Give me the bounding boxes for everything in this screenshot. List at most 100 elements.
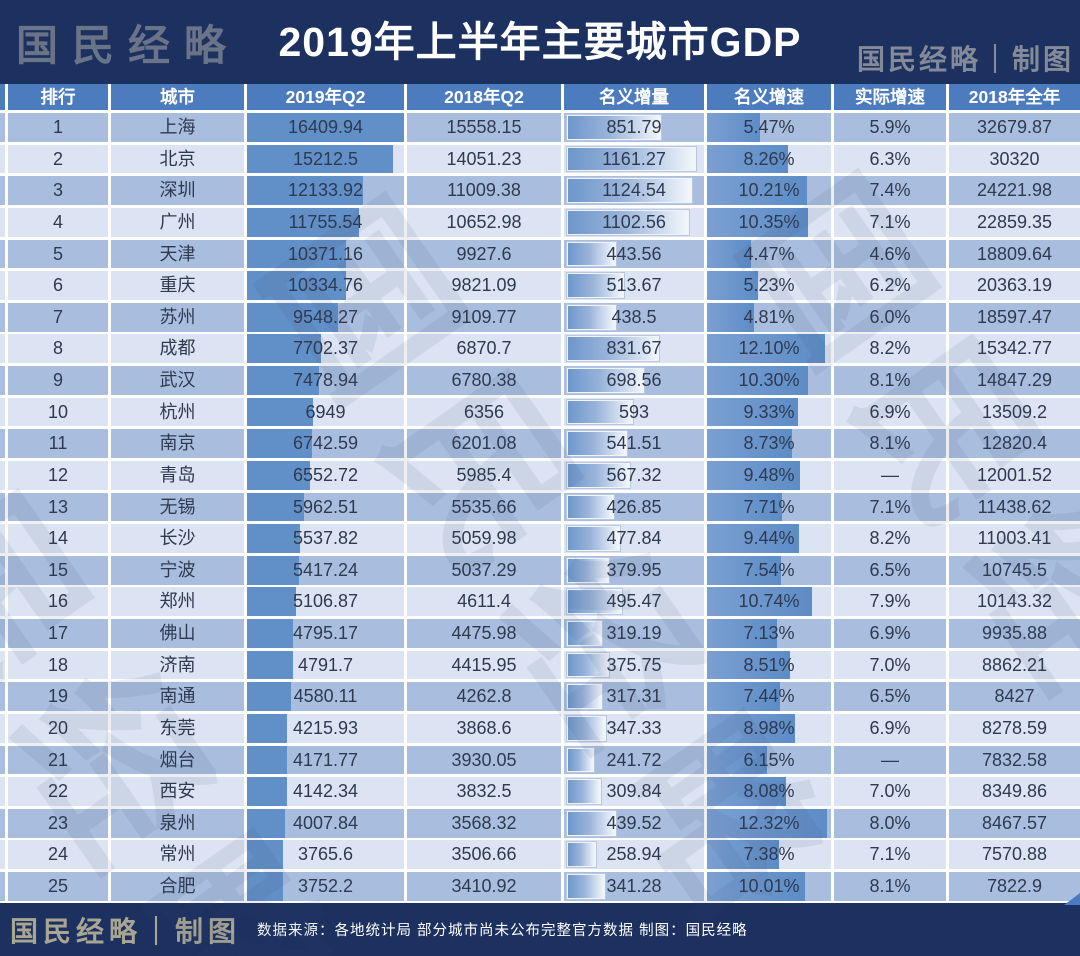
nominal-increase-cell: 1124.54 <box>564 176 704 206</box>
nominal-growth-bar <box>707 366 808 395</box>
gdp-2019q2-cell: 4215.93 <box>247 713 404 743</box>
nominal-growth-cell: 8.51% <box>707 650 831 680</box>
nominal-growth-bar <box>707 176 807 206</box>
gdp-2018q2-cell: 3868.6 <box>407 713 561 743</box>
nominal-growth-cell: 4.47% <box>707 239 831 269</box>
table-row: 19 南通 4580.11 4262.8 317.31 7.44% 6.5% 8… <box>0 682 1080 712</box>
nominal-increase-cell: 375.75 <box>564 650 704 680</box>
gdp-2018-full-cell: 18809.64 <box>949 239 1080 269</box>
nominal-increase-cell: 317.31 <box>564 682 704 712</box>
nominal-increase-bar <box>567 715 606 741</box>
rank-cell: 11 <box>8 429 108 459</box>
row-edge <box>0 366 5 395</box>
col-header-2019q2: 2019年Q2 <box>247 84 404 110</box>
col-header-real-growth: 实际增速 <box>834 84 946 110</box>
nominal-increase-cell: 1102.56 <box>564 207 704 237</box>
gdp-2018q2-cell: 6201.08 <box>407 429 561 459</box>
city-cell: 烟台 <box>111 745 244 775</box>
nominal-increase-bar <box>567 146 696 172</box>
gdp-2019q2-cell: 4791.7 <box>247 650 404 680</box>
gdp-2019q2-bar <box>247 840 284 870</box>
table-body: 1 上海 16409.94 15558.15 851.79 5.47% 5.9%… <box>0 113 1080 901</box>
nominal-increase-bar <box>567 842 596 868</box>
nominal-increase-bar <box>567 557 610 583</box>
real-growth-cell: 6.9% <box>834 713 946 743</box>
nominal-growth-cell: 7.13% <box>707 619 831 648</box>
rank-cell: 12 <box>8 460 108 490</box>
nominal-increase-bar <box>567 178 692 204</box>
row-edge <box>0 808 5 838</box>
rank-cell: 7 <box>8 302 108 332</box>
real-growth-cell: 7.9% <box>834 587 946 617</box>
gdp-2019q2-cell: 5537.82 <box>247 524 404 553</box>
nominal-increase-cell: 309.84 <box>564 777 704 806</box>
nominal-growth-bar <box>707 650 791 680</box>
nominal-growth-bar <box>707 271 759 300</box>
row-edge <box>0 777 5 806</box>
real-growth-cell: 6.0% <box>834 302 946 332</box>
nominal-increase-cell: 443.56 <box>564 239 704 269</box>
real-growth-cell: — <box>834 460 946 490</box>
row-edge <box>0 682 5 712</box>
nominal-growth-cell: 5.23% <box>707 271 831 300</box>
gdp-2019q2-bar <box>247 144 393 174</box>
city-cell: 上海 <box>111 113 244 142</box>
table-header-row: 排行 城市 2019年Q2 2018年Q2 名义增量 名义增速 实际增速 201… <box>0 84 1080 110</box>
table-row: 20 东莞 4215.93 3868.6 347.33 8.98% 6.9% 8… <box>0 713 1080 743</box>
nominal-growth-bar <box>707 555 781 585</box>
row-edge <box>0 524 5 553</box>
nominal-increase-cell: 593 <box>564 397 704 427</box>
row-edge <box>0 745 5 775</box>
nominal-growth-bar <box>707 777 786 806</box>
rank-cell: 13 <box>8 492 108 522</box>
nominal-growth-bar <box>707 682 780 712</box>
gdp-2019q2-cell: 4007.84 <box>247 808 404 838</box>
nominal-growth-cell: 7.44% <box>707 682 831 712</box>
table-row: 18 济南 4791.7 4415.95 375.75 8.51% 7.0% 8… <box>0 650 1080 680</box>
gdp-2019q2-cell: 3752.2 <box>247 872 404 901</box>
nominal-growth-cell: 8.98% <box>707 713 831 743</box>
nominal-growth-cell: 12.10% <box>707 334 831 364</box>
nominal-increase-cell: 1161.27 <box>564 144 704 174</box>
row-edge <box>0 587 5 617</box>
gdp-2018q2-cell: 5535.66 <box>407 492 561 522</box>
row-edge <box>0 619 5 648</box>
gdp-2018q2-cell: 6780.38 <box>407 366 561 395</box>
nominal-increase-bar <box>567 368 645 393</box>
row-edge <box>0 239 5 269</box>
real-growth-cell: 7.1% <box>834 492 946 522</box>
row-edge <box>0 302 5 332</box>
gdp-2018-full-cell: 32679.87 <box>949 113 1080 142</box>
city-cell: 青岛 <box>111 460 244 490</box>
city-cell: 重庆 <box>111 271 244 300</box>
row-edge <box>0 555 5 585</box>
col-header-2018-full-year: 2018年全年 <box>949 84 1080 110</box>
gdp-2018-full-cell: 10745.5 <box>949 555 1080 585</box>
gdp-2018-full-cell: 11438.62 <box>949 492 1080 522</box>
city-cell: 长沙 <box>111 524 244 553</box>
rank-cell: 16 <box>8 587 108 617</box>
rank-cell: 14 <box>8 524 108 553</box>
real-growth-cell: 8.1% <box>834 872 946 901</box>
gdp-2019q2-bar <box>247 366 319 395</box>
gdp-2019q2-cell: 15212.5 <box>247 144 404 174</box>
real-growth-cell: — <box>834 745 946 775</box>
gdp-2018-full-cell: 12820.4 <box>949 429 1080 459</box>
nominal-increase-bar <box>567 431 628 457</box>
gdp-2019q2-cell: 4171.77 <box>247 745 404 775</box>
gdp-2018-full-cell: 8862.21 <box>949 650 1080 680</box>
nominal-growth-bar <box>707 745 768 775</box>
gdp-2019q2-bar <box>247 334 321 364</box>
rank-cell: 6 <box>8 271 108 300</box>
nominal-growth-cell: 10.74% <box>707 587 831 617</box>
gdp-2019q2-bar <box>247 682 291 712</box>
real-growth-cell: 6.2% <box>834 271 946 300</box>
row-edge <box>0 840 5 870</box>
nominal-growth-bar <box>707 524 800 553</box>
footer-source-note: 数据来源：各地统计局 部分城市尚未公布完整官方数据 制图：国民经略 <box>257 923 748 939</box>
nominal-increase-bar <box>567 526 620 551</box>
city-cell: 武汉 <box>111 366 244 395</box>
gdp-2019q2-cell: 7478.94 <box>247 366 404 395</box>
gdp-2019q2-cell: 5106.87 <box>247 587 404 617</box>
gdp-2018-full-cell: 7570.88 <box>949 840 1080 870</box>
